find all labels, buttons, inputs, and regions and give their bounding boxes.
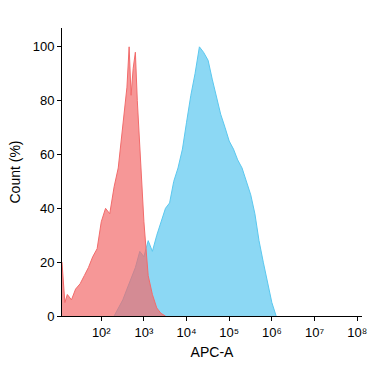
svg-text:10⁷: 10⁷	[305, 325, 324, 340]
svg-text:10⁸: 10⁸	[347, 325, 367, 340]
svg-text:10⁶: 10⁶	[262, 325, 282, 340]
svg-text:20: 20	[40, 255, 54, 270]
svg-text:80: 80	[40, 93, 54, 108]
svg-text:0: 0	[47, 309, 54, 324]
svg-text:60: 60	[40, 147, 54, 162]
svg-text:40: 40	[40, 201, 54, 216]
svg-text:10³: 10³	[135, 325, 154, 340]
svg-text:10⁵: 10⁵	[219, 325, 239, 340]
svg-text:10²: 10²	[92, 325, 111, 340]
svg-text:100: 100	[33, 39, 55, 54]
svg-text:Count (%): Count (%)	[7, 140, 23, 203]
svg-text:APC-A: APC-A	[191, 344, 234, 360]
svg-text:10⁴: 10⁴	[177, 325, 197, 340]
